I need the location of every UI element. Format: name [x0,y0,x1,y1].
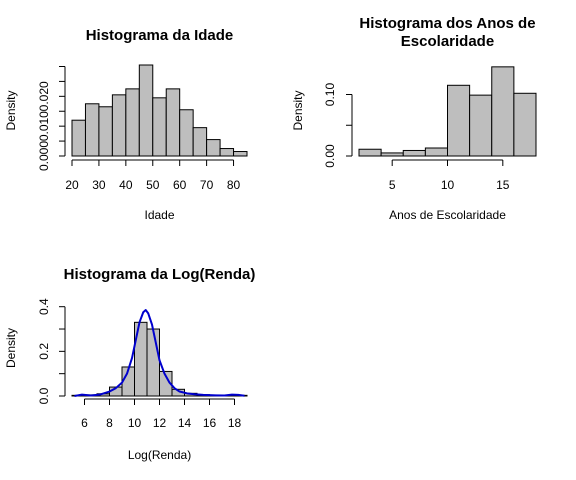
y-tick-label: 0.020 [37,81,51,111]
chart-title: Histograma da Log(Renda) [64,266,256,283]
histogram-bar [206,139,221,157]
histogram-bar [358,148,382,157]
histogram-bar [125,88,140,157]
histogram-bar [138,64,154,157]
density-curve [74,309,245,397]
histogram-bar [98,106,113,157]
histogram-bar [192,127,208,157]
x-tick-label: 15 [496,178,510,192]
x-tick-label: 30 [92,178,106,192]
x-axis-label: Idade [144,208,174,222]
x-tick-label: 8 [106,416,113,430]
x-axis-label: Anos de Escolaridade [389,208,506,222]
y-tick-label: 0.4 [37,298,51,315]
chart-title: Histograma dos Anos de [359,15,535,32]
x-tick-label: 60 [173,178,187,192]
x-tick-label: 70 [200,178,214,192]
y-tick-label: 0.010 [37,111,51,141]
chart-title: Escolaridade [401,33,494,50]
histogram-bar [402,149,426,157]
x-tick-label: 12 [153,416,167,430]
x-tick-label: 16 [203,416,217,430]
chart-title: Histograma da Idade [86,27,234,44]
y-axis-label: Density [4,90,18,130]
histogram-bar [152,97,167,157]
histogram-bar [447,84,471,157]
histogram-bar [111,94,127,157]
histogram-bar [424,147,448,157]
x-tick-label: 10 [128,416,142,430]
x-tick-label: 40 [119,178,133,192]
x-tick-label: 50 [146,178,160,192]
histogram-panel-3: Histograma da Log(Renda) 6 8 10 12 14 16 18 0.0 0… [4,266,255,462]
histogram-bar [513,92,537,157]
y-tick-label: 0.00 [323,144,337,168]
y-tick-label: 0.000 [37,141,51,171]
x-tick-label: 20 [65,178,79,192]
histogram-bar [219,148,235,157]
x-tick-label: 80 [227,178,241,192]
x-tick-label: 5 [389,178,396,192]
histogram-bar [469,94,493,157]
y-axis-label: Density [4,328,18,368]
histogram-bar [165,88,181,157]
histogram-bar [159,370,173,397]
y-tick-label: 0.0 [37,387,51,404]
histogram-bar [491,66,515,157]
histogram-bar [233,151,248,157]
histogram-bar [179,109,194,157]
x-tick-label: 14 [178,416,192,430]
x-tick-label: 6 [81,416,88,430]
x-axis-label: Log(Renda) [128,448,191,462]
histogram-bar [380,152,404,157]
y-tick-label: 0.2 [37,343,51,360]
histogram-bar [84,103,100,157]
y-tick-label: 0.10 [323,83,337,107]
histogram-bar [146,328,160,397]
x-tick-label: 10 [441,178,455,192]
y-axis-label: Density [291,90,305,130]
x-tick-label: 18 [228,416,242,430]
histogram-bar [71,119,86,157]
